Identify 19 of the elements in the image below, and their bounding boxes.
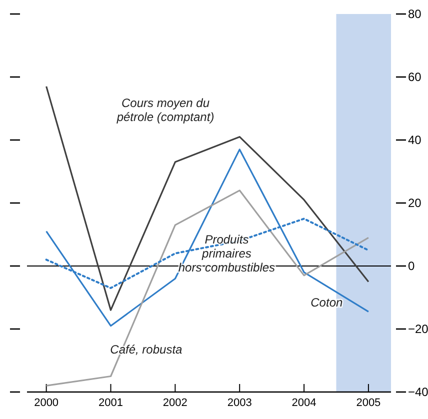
series-label: Café, robusta [110, 342, 183, 356]
y-tick-label: −20 [408, 322, 428, 336]
x-tick-label: 2001 [98, 397, 123, 409]
y-tick-label: 60 [408, 70, 422, 84]
x-tick-label: 2005 [356, 397, 381, 409]
x-tick-label: 2002 [162, 397, 188, 409]
y-tick-label: −40 [408, 385, 428, 400]
line-series [46, 148, 370, 327]
series-label: Cours moyen du pétrole (comptant) [116, 96, 214, 124]
y-tick-label: 20 [408, 196, 422, 210]
x-tick-label: 2000 [34, 397, 59, 409]
x-tick-label: 2003 [227, 397, 252, 409]
line-series [46, 86, 370, 311]
y-tick-label: 80 [408, 7, 422, 22]
y-tick-label: 40 [408, 133, 422, 148]
x-tick-label: 2004 [292, 397, 316, 409]
line-series [46, 190, 370, 386]
series-label: Coton [310, 295, 343, 310]
y-tick-label: 0 [408, 259, 415, 274]
